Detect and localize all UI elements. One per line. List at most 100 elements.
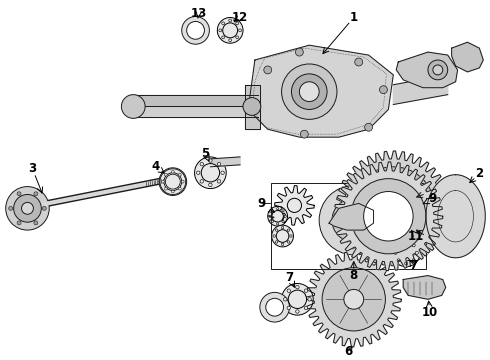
Circle shape [275, 241, 278, 243]
Polygon shape [245, 85, 260, 129]
Circle shape [229, 19, 232, 22]
Circle shape [422, 217, 424, 219]
Circle shape [269, 215, 271, 217]
Circle shape [17, 192, 21, 196]
Circle shape [407, 222, 409, 224]
Polygon shape [336, 151, 451, 266]
Circle shape [200, 180, 203, 183]
Circle shape [322, 268, 386, 331]
Circle shape [165, 187, 167, 190]
Circle shape [405, 195, 407, 197]
Circle shape [281, 243, 284, 246]
Polygon shape [426, 175, 485, 258]
Circle shape [282, 283, 313, 315]
Circle shape [219, 29, 221, 32]
Polygon shape [275, 186, 314, 225]
Circle shape [217, 162, 221, 166]
Circle shape [407, 200, 409, 202]
Circle shape [428, 60, 448, 80]
Polygon shape [452, 42, 483, 72]
Circle shape [319, 186, 389, 255]
Circle shape [164, 173, 182, 190]
Circle shape [366, 181, 421, 236]
Circle shape [412, 220, 414, 222]
Circle shape [6, 186, 49, 230]
Circle shape [412, 189, 414, 190]
Text: 12: 12 [232, 11, 248, 24]
Circle shape [273, 235, 275, 237]
Circle shape [288, 290, 307, 309]
Circle shape [397, 244, 400, 247]
Circle shape [295, 48, 303, 56]
Circle shape [352, 167, 435, 250]
Circle shape [410, 212, 412, 214]
Circle shape [417, 191, 419, 193]
Circle shape [236, 36, 239, 39]
Circle shape [14, 194, 41, 222]
Circle shape [260, 292, 290, 322]
Circle shape [159, 168, 187, 195]
Circle shape [412, 202, 414, 204]
Circle shape [412, 234, 414, 236]
Circle shape [398, 245, 414, 261]
Circle shape [287, 229, 290, 231]
Circle shape [165, 173, 167, 176]
Circle shape [417, 222, 419, 224]
Circle shape [332, 198, 375, 242]
Polygon shape [131, 95, 258, 107]
Circle shape [419, 195, 421, 197]
Circle shape [276, 208, 279, 210]
Circle shape [379, 86, 388, 94]
Circle shape [417, 232, 419, 234]
Polygon shape [334, 162, 443, 271]
Circle shape [222, 36, 224, 39]
Circle shape [404, 219, 422, 237]
Circle shape [433, 65, 443, 75]
Circle shape [182, 17, 209, 44]
Circle shape [417, 206, 419, 207]
Circle shape [266, 298, 284, 316]
Circle shape [243, 98, 261, 116]
Circle shape [34, 221, 38, 225]
Circle shape [271, 210, 273, 212]
Circle shape [408, 191, 418, 202]
Circle shape [419, 227, 421, 229]
Circle shape [364, 192, 413, 241]
Circle shape [178, 173, 181, 176]
Circle shape [221, 171, 224, 175]
Circle shape [282, 210, 284, 212]
Circle shape [34, 192, 38, 196]
Circle shape [391, 202, 402, 214]
Text: 11: 11 [408, 230, 424, 243]
Circle shape [284, 215, 286, 217]
Circle shape [229, 39, 232, 42]
Text: 6: 6 [344, 345, 353, 358]
Circle shape [195, 157, 226, 189]
Circle shape [417, 219, 419, 221]
Circle shape [287, 198, 301, 212]
Circle shape [275, 229, 278, 231]
Polygon shape [403, 275, 446, 299]
Circle shape [365, 123, 372, 131]
Circle shape [408, 223, 418, 233]
Circle shape [412, 259, 415, 262]
Circle shape [292, 74, 327, 109]
Polygon shape [396, 52, 458, 88]
Polygon shape [378, 190, 414, 226]
Circle shape [165, 174, 180, 189]
Text: 5: 5 [201, 148, 210, 161]
Circle shape [122, 95, 145, 118]
Circle shape [392, 239, 420, 267]
Circle shape [271, 221, 273, 223]
Circle shape [272, 211, 283, 222]
Circle shape [304, 289, 308, 292]
Polygon shape [131, 107, 258, 117]
Circle shape [299, 82, 319, 102]
Polygon shape [306, 252, 401, 347]
Circle shape [295, 310, 299, 313]
Text: 1: 1 [350, 11, 358, 24]
Text: 9: 9 [429, 192, 437, 205]
Circle shape [200, 162, 203, 166]
Text: 8: 8 [350, 269, 358, 282]
Circle shape [271, 225, 294, 247]
